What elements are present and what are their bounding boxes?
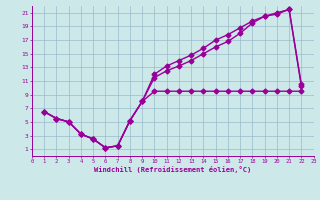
X-axis label: Windchill (Refroidissement éolien,°C): Windchill (Refroidissement éolien,°C) — [94, 166, 252, 173]
